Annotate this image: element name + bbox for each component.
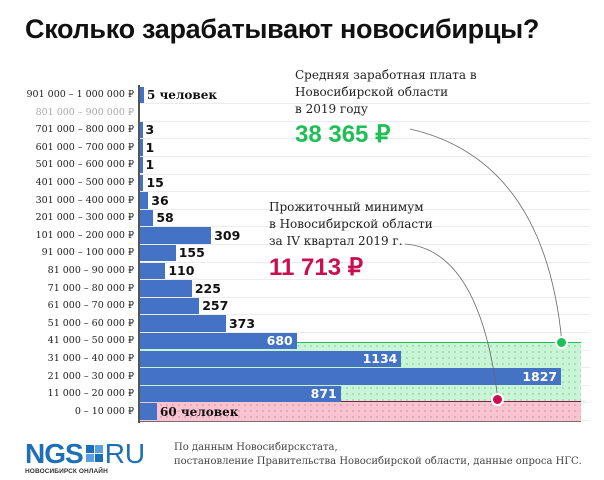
gridline bbox=[140, 173, 590, 175]
bar bbox=[140, 156, 143, 174]
category-label: 51 000 – 60 000 ₽ bbox=[47, 317, 134, 329]
bar bbox=[140, 262, 166, 280]
minimum-marker-dot bbox=[491, 393, 504, 406]
category-label: 401 000 – 500 000 ₽ bbox=[35, 177, 134, 188]
logo-subtitle: НОВОСИБИРСК ОНЛАЙН bbox=[25, 468, 108, 475]
bar-value-label: 871 bbox=[310, 386, 337, 402]
source-line-1: По данным Новосибирскстата, bbox=[174, 442, 338, 453]
category-label: 0 – 10 000 ₽ bbox=[74, 405, 134, 417]
logo-ru-text: RU bbox=[104, 438, 146, 469]
bar bbox=[140, 332, 297, 350]
bar-value-label: 3 bbox=[145, 122, 155, 138]
gridline bbox=[140, 138, 590, 140]
ngs-logo[interactable]: NGS RU НОВОСИБИРСК ОНЛАЙН bbox=[25, 438, 146, 476]
bar bbox=[140, 209, 154, 227]
bar-value-label: 5 человек bbox=[147, 88, 218, 102]
bar-value-label: 15 bbox=[146, 175, 164, 190]
bar bbox=[140, 139, 143, 156]
category-label: 101 000 – 200 000 ₽ bbox=[35, 229, 134, 241]
bar-value-label: 110 bbox=[168, 263, 195, 278]
bar-value-label: 373 bbox=[228, 315, 256, 331]
bar bbox=[140, 368, 562, 385]
bar bbox=[140, 174, 144, 192]
salary-annotation-line2: Новосибирской области bbox=[295, 85, 449, 99]
minimum-annotation-line3: за IV квартал 2019 г. bbox=[269, 234, 403, 248]
bar-value-label: 257 bbox=[202, 298, 229, 314]
bar bbox=[140, 86, 144, 104]
category-label: 701 000 – 800 000 ₽ bbox=[35, 124, 134, 136]
gridline bbox=[140, 120, 590, 122]
salary-marker-dot bbox=[555, 336, 568, 349]
minimum-annotation-line2: в Новосибирской области bbox=[269, 217, 433, 231]
bar-value-label: 36 bbox=[151, 192, 169, 208]
gridline bbox=[140, 243, 590, 245]
category-label: 201 000 – 300 000 ₽ bbox=[35, 212, 134, 224]
category-label: 71 000 – 80 000 ₽ bbox=[47, 282, 134, 294]
gridline bbox=[140, 103, 590, 105]
salary-value: 38 365 ₽ bbox=[295, 121, 391, 148]
bar bbox=[140, 121, 143, 139]
bar-value-label: 58 bbox=[156, 210, 174, 226]
gridline bbox=[140, 208, 590, 210]
gridline bbox=[140, 331, 590, 333]
bar bbox=[140, 350, 402, 368]
category-label: 901 000 – 1 000 000 ₽ bbox=[26, 89, 135, 100]
y-axis-line bbox=[138, 85, 140, 423]
salary-annotation-line1: Средняя заработная плата в bbox=[295, 68, 477, 82]
bar-value-label: 225 bbox=[194, 280, 221, 296]
category-label: 41 000 – 50 000 ₽ bbox=[47, 335, 134, 347]
bar bbox=[140, 192, 149, 209]
bar-value-label: 680 bbox=[266, 333, 293, 349]
bar-value-label: 309 bbox=[214, 227, 241, 243]
bar-value-label: 1134 bbox=[362, 351, 398, 366]
below-minimum-zone bbox=[140, 401, 581, 422]
gridline bbox=[140, 191, 590, 193]
chart-title: Сколько зарабатывают новосибирцы? bbox=[25, 14, 540, 44]
bar-value-label: 1 bbox=[145, 139, 155, 155]
bar-value-label: 155 bbox=[178, 245, 205, 261]
gridline bbox=[140, 261, 590, 263]
bar bbox=[140, 297, 200, 315]
gridline bbox=[140, 314, 590, 316]
category-label: 31 000 – 40 000 ₽ bbox=[47, 353, 134, 364]
category-label: 81 000 – 90 000 ₽ bbox=[47, 265, 134, 276]
bar bbox=[140, 385, 341, 403]
bar-value-label: 60 человек bbox=[160, 404, 239, 419]
minimum-annotation-line1: Прожиточный минимум bbox=[269, 200, 424, 214]
bar-value-label: 1827 bbox=[522, 368, 558, 384]
logo-ngs-text: NGS bbox=[25, 438, 84, 469]
category-label: 601 000 – 700 000 ₽ bbox=[35, 141, 134, 153]
bar bbox=[140, 244, 176, 262]
bar bbox=[140, 315, 226, 332]
salary-annotation-line3: в 2019 году bbox=[295, 102, 368, 116]
logo-square-icon bbox=[85, 445, 103, 462]
minimum-value: 11 713 ₽ bbox=[269, 254, 364, 281]
bar bbox=[140, 227, 212, 244]
source-note: По данным Новосибирскстата, постановлени… bbox=[174, 441, 582, 469]
category-label: 301 000 – 400 000 ₽ bbox=[35, 194, 134, 206]
bar bbox=[140, 403, 157, 420]
bar-value-label: 1 bbox=[145, 157, 155, 173]
gridline bbox=[140, 279, 590, 281]
category-label: 61 000 – 70 000 ₽ bbox=[47, 300, 134, 312]
bar bbox=[140, 280, 192, 297]
category-label: 501 000 – 600 000 ₽ bbox=[35, 159, 134, 171]
source-line-2: постановление Правительства Новосибирско… bbox=[174, 456, 582, 467]
gridline bbox=[140, 296, 590, 298]
category-label: 91 000 – 100 000 ₽ bbox=[41, 247, 134, 259]
gridline bbox=[140, 155, 590, 157]
category-label: 11 000 – 20 000 ₽ bbox=[47, 388, 134, 400]
category-label: 801 000 – 900 000 ₽ bbox=[35, 106, 134, 118]
gridline bbox=[140, 226, 590, 228]
category-label: 21 000 – 30 000 ₽ bbox=[47, 370, 134, 382]
